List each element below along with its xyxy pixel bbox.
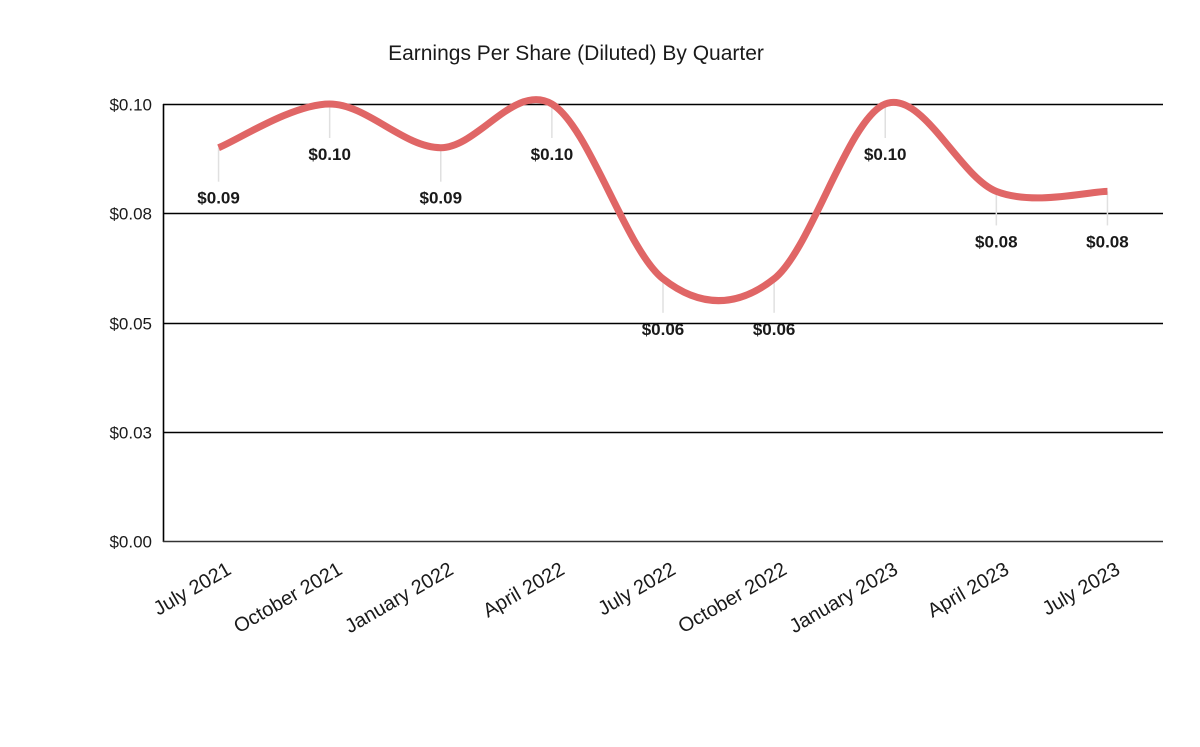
y-tick-label: $0.05 bbox=[109, 315, 152, 334]
data-label: $0.10 bbox=[864, 145, 907, 164]
chart-title: Earnings Per Share (Diluted) By Quarter bbox=[388, 42, 764, 65]
eps-series-line bbox=[217, 96, 1108, 305]
y-tick-label: $0.00 bbox=[109, 533, 152, 552]
data-label: $0.10 bbox=[308, 145, 351, 164]
data-label: $0.10 bbox=[531, 145, 574, 164]
x-tick-label: January 2023 bbox=[786, 558, 902, 638]
x-tick-label: April 2023 bbox=[924, 558, 1013, 622]
data-label: $0.06 bbox=[753, 320, 796, 339]
y-axis-tick-labels: $0.00 $0.03 $0.05 $0.08 $0.10 bbox=[109, 96, 152, 552]
x-tick-label: October 2022 bbox=[675, 558, 791, 638]
data-label-leaders bbox=[217, 104, 1109, 313]
y-tick-label: $0.03 bbox=[109, 424, 152, 443]
data-label: $0.09 bbox=[197, 189, 240, 208]
data-label: $0.08 bbox=[975, 232, 1018, 251]
series-line bbox=[217, 96, 1108, 305]
y-tick-label: $0.10 bbox=[109, 96, 152, 115]
x-tick-label: July 2022 bbox=[594, 558, 679, 620]
data-labels: $0.09 $0.10 $0.09 $0.10 $0.06 $0.06 $0.10 $0.08… bbox=[197, 145, 1128, 339]
x-tick-label: July 2023 bbox=[1039, 558, 1124, 620]
y-tick-label: $0.08 bbox=[109, 205, 152, 224]
x-tick-label: January 2022 bbox=[341, 558, 457, 638]
data-label: $0.08 bbox=[1086, 232, 1129, 251]
axes bbox=[162, 104, 1163, 543]
x-tick-label: April 2022 bbox=[479, 558, 568, 622]
data-label: $0.09 bbox=[420, 189, 463, 208]
x-tick-label: July 2021 bbox=[150, 558, 235, 620]
data-label: $0.06 bbox=[642, 320, 685, 339]
x-tick-label: October 2021 bbox=[230, 558, 346, 638]
